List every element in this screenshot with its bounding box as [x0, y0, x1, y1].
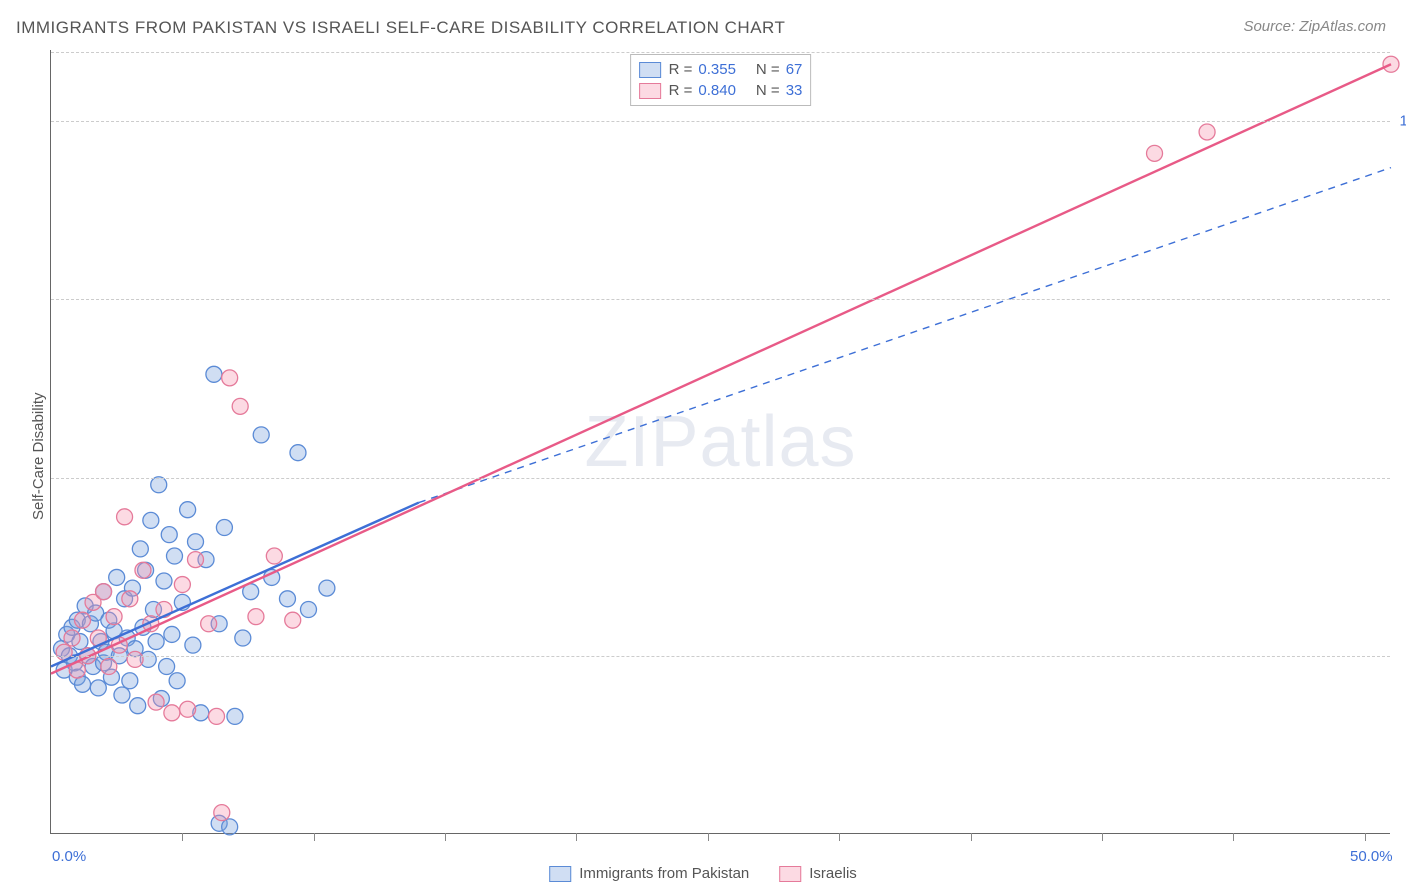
data-point: [169, 673, 185, 689]
data-point: [127, 651, 143, 667]
data-point: [161, 527, 177, 543]
data-point: [135, 562, 151, 578]
legend-row-israelis: R = 0.840 N = 33: [639, 80, 803, 101]
n-label: N =: [756, 82, 780, 99]
data-point: [253, 427, 269, 443]
data-point: [180, 701, 196, 717]
data-point: [214, 805, 230, 821]
data-point: [222, 819, 238, 835]
x-origin-label: 0.0%: [52, 848, 86, 865]
data-point: [75, 676, 91, 692]
data-point: [185, 637, 201, 653]
r-label: R =: [669, 82, 693, 99]
legend-item-pakistan: Immigrants from Pakistan: [549, 865, 749, 882]
data-point: [109, 569, 125, 585]
y-axis-label: Self-Care Disability: [30, 392, 47, 520]
xtick: [1365, 833, 1366, 841]
data-point: [148, 694, 164, 710]
data-point: [188, 552, 204, 568]
trend-line: [51, 64, 1391, 673]
xtick: [182, 833, 183, 841]
data-point: [132, 541, 148, 557]
data-point: [290, 445, 306, 461]
xtick: [445, 833, 446, 841]
data-point: [235, 630, 251, 646]
trend-line: [419, 168, 1391, 503]
r-value-israelis: 0.840: [698, 82, 736, 99]
plot-area: ZIPatlas R = 0.355 N = 67 R = 0.840 N = …: [50, 50, 1390, 834]
data-point: [166, 548, 182, 564]
x-end-label: 50.0%: [1350, 848, 1393, 865]
data-point: [156, 573, 172, 589]
data-point: [64, 630, 80, 646]
data-point: [114, 687, 130, 703]
data-point: [148, 634, 164, 650]
data-point: [143, 512, 159, 528]
r-value-pakistan: 0.355: [698, 61, 736, 78]
data-point: [206, 366, 222, 382]
data-point: [227, 708, 243, 724]
xtick: [839, 833, 840, 841]
gridline-h: [51, 52, 1390, 53]
data-point: [130, 698, 146, 714]
data-point: [319, 580, 335, 596]
data-point: [266, 548, 282, 564]
data-point: [248, 609, 264, 625]
series-legend: Immigrants from Pakistan Israelis: [549, 865, 857, 882]
data-point: [122, 591, 138, 607]
data-point: [1147, 145, 1163, 161]
plot-svg: [51, 50, 1391, 834]
data-point: [188, 534, 204, 550]
legend-item-israelis: Israelis: [779, 865, 857, 882]
n-value-israelis: 33: [786, 82, 803, 99]
data-point: [222, 370, 238, 386]
data-point: [96, 584, 112, 600]
n-label: N =: [756, 61, 780, 78]
xtick: [971, 833, 972, 841]
data-point: [75, 612, 91, 628]
data-point: [101, 659, 117, 675]
source-label: Source: ZipAtlas.com: [1243, 18, 1386, 35]
gridline-h: [51, 299, 1390, 300]
gridline-h: [51, 121, 1390, 122]
series-label-pakistan: Immigrants from Pakistan: [579, 865, 749, 882]
data-point: [90, 680, 106, 696]
data-point: [300, 601, 316, 617]
data-point: [209, 708, 225, 724]
xtick: [314, 833, 315, 841]
data-point: [159, 659, 175, 675]
data-point: [174, 577, 190, 593]
data-point: [201, 616, 217, 632]
data-point: [180, 502, 196, 518]
swatch-israelis: [779, 866, 801, 882]
data-point: [122, 673, 138, 689]
correlation-legend: R = 0.355 N = 67 R = 0.840 N = 33: [630, 54, 812, 106]
xtick: [576, 833, 577, 841]
chart-container: IMMIGRANTS FROM PAKISTAN VS ISRAELI SELF…: [0, 0, 1406, 892]
xtick: [708, 833, 709, 841]
swatch-israelis: [639, 83, 661, 99]
r-label: R =: [669, 61, 693, 78]
gridline-h: [51, 656, 1390, 657]
data-point: [117, 509, 133, 525]
n-value-pakistan: 67: [786, 61, 803, 78]
data-point: [1199, 124, 1215, 140]
data-point: [216, 520, 232, 536]
data-point: [164, 626, 180, 642]
data-point: [232, 398, 248, 414]
ytick-label: 10.0%: [1399, 113, 1406, 130]
data-point: [285, 612, 301, 628]
swatch-pakistan: [639, 62, 661, 78]
data-point: [106, 609, 122, 625]
chart-title: IMMIGRANTS FROM PAKISTAN VS ISRAELI SELF…: [16, 18, 785, 38]
data-point: [279, 591, 295, 607]
xtick: [1102, 833, 1103, 841]
swatch-pakistan: [549, 866, 571, 882]
data-point: [164, 705, 180, 721]
xtick: [1233, 833, 1234, 841]
data-point: [151, 477, 167, 493]
legend-row-pakistan: R = 0.355 N = 67: [639, 59, 803, 80]
series-label-israelis: Israelis: [809, 865, 857, 882]
gridline-h: [51, 478, 1390, 479]
